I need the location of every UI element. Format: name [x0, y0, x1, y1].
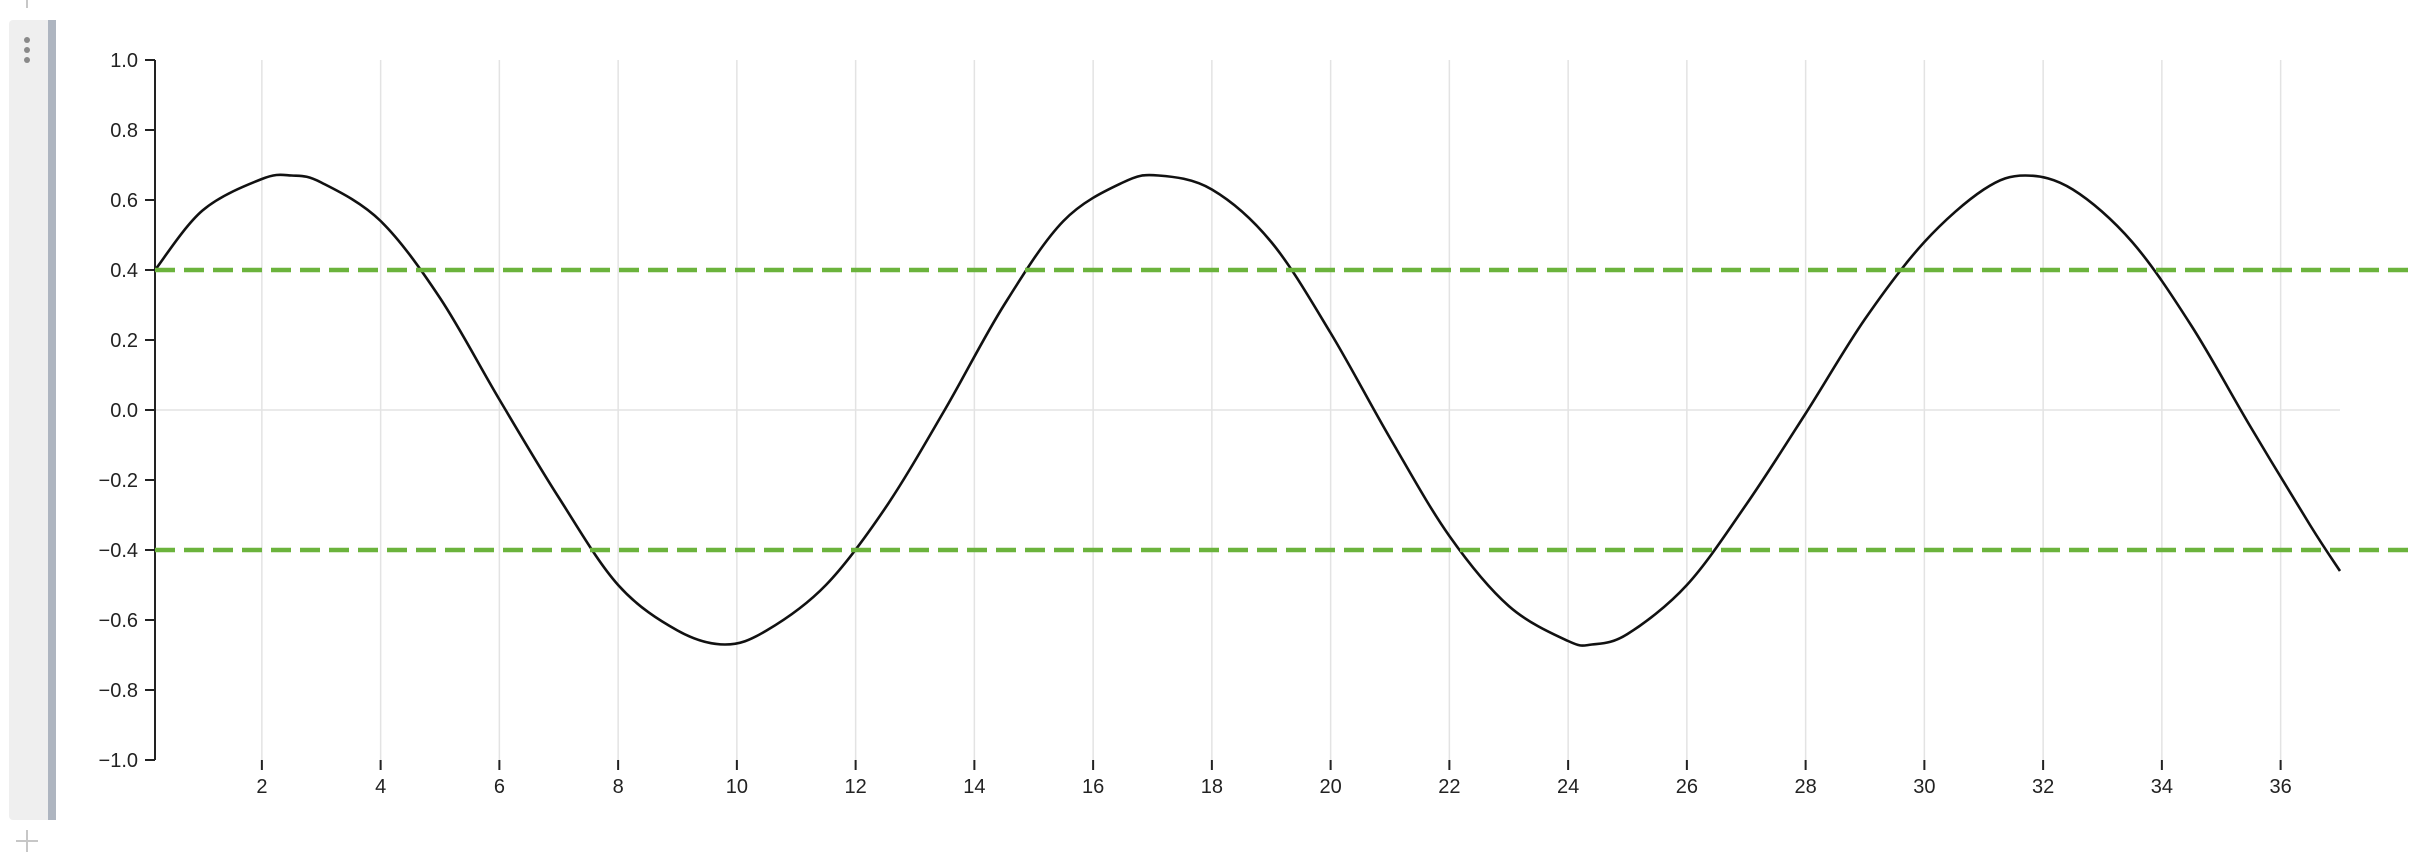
x-tick-label: 6: [494, 776, 505, 798]
x-tick-label: 32: [2032, 776, 2054, 798]
y-tick-label: −0.2: [99, 470, 138, 492]
x-tick-label: 28: [1795, 776, 1817, 798]
x-tick-label: 30: [1913, 776, 1935, 798]
x-tick-label: 24: [1557, 776, 1579, 798]
x-tick-label: 22: [1438, 776, 1460, 798]
x-tick-label: 8: [613, 776, 624, 798]
x-tick-label: 16: [1082, 776, 1104, 798]
x-tick-label: 36: [2270, 776, 2292, 798]
add-cell-above-plus-icon[interactable]: [14, 0, 40, 10]
y-tick-label: −1.0: [99, 750, 138, 772]
x-tick-label: 34: [2151, 776, 2173, 798]
y-tick-label: −0.6: [99, 610, 138, 632]
series-curve: [153, 173, 2342, 647]
y-tick-label: 0.0: [110, 400, 138, 422]
y-tick-label: 0.8: [110, 120, 138, 142]
cell-menu-kebab-icon[interactable]: [24, 37, 30, 65]
x-tick-label: 2: [256, 776, 267, 798]
y-tick-label: 0.4: [110, 260, 138, 282]
x-tick-label: 14: [963, 776, 985, 798]
y-tick-label: 1.0: [110, 50, 138, 72]
cell-gutter[interactable]: [9, 20, 53, 820]
x-tick-label: 20: [1320, 776, 1342, 798]
y-tick-label: −0.8: [99, 680, 138, 702]
add-cell-below-plus-icon[interactable]: [14, 828, 40, 854]
x-tick-label: 26: [1676, 776, 1698, 798]
y-tick-label: 0.2: [110, 330, 138, 352]
y-tick-label: −0.4: [99, 540, 138, 562]
cell-selection-bar[interactable]: [48, 20, 56, 820]
x-tick-label: 4: [375, 776, 386, 798]
x-tick-label: 12: [845, 776, 867, 798]
x-tick-label: 18: [1201, 776, 1223, 798]
x-tick-label: 10: [726, 776, 748, 798]
y-tick-label: 0.6: [110, 190, 138, 212]
